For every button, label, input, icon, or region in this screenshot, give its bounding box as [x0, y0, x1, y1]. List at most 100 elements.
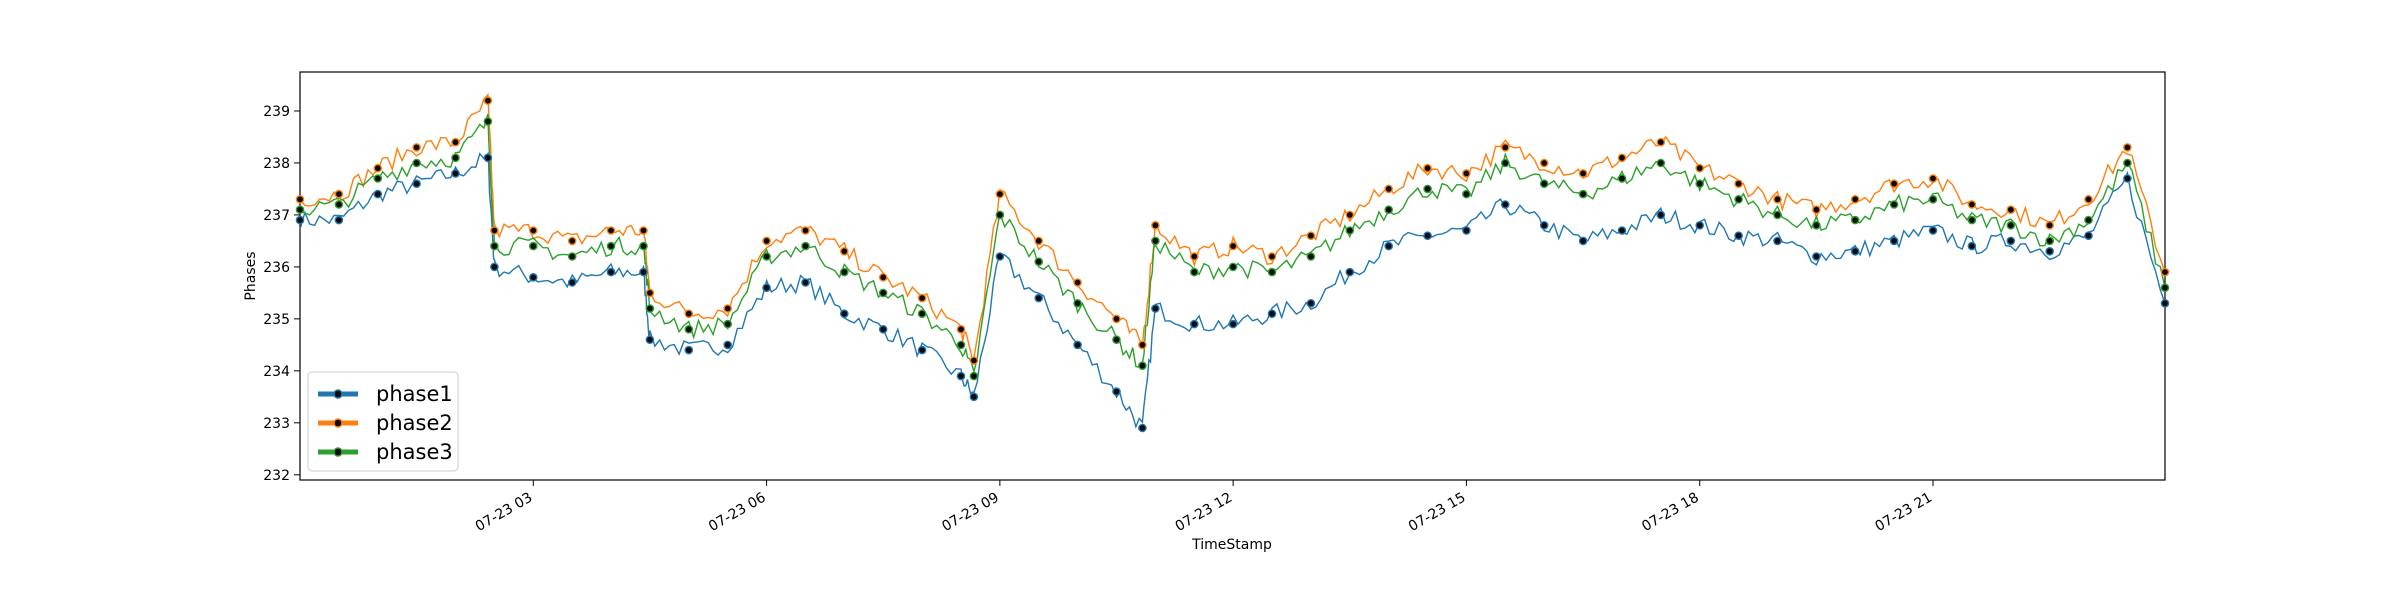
data-point-phase1 [1578, 236, 1588, 246]
legend-marker-phase1 [333, 389, 343, 399]
data-point-phase1 [1889, 236, 1899, 246]
data-point-phase1 [1617, 226, 1627, 235]
y-tick-label: 238 [263, 156, 290, 172]
data-point-phase2 [1138, 340, 1147, 350]
data-point-phase2 [1695, 163, 1704, 173]
data-point-phase2 [490, 226, 499, 235]
data-point-phase1 [2123, 174, 2132, 183]
data-point-phase1 [412, 179, 421, 188]
data-point-phase2 [373, 163, 383, 173]
data-point-phase3 [645, 304, 655, 313]
x-tick-label: 07-23 15 [1406, 490, 1469, 535]
data-point-phase1 [878, 324, 888, 334]
data-point-phase3 [969, 371, 979, 381]
data-point-phase2 [334, 189, 344, 199]
data-point-phase3 [1138, 361, 1147, 371]
data-point-phase3 [1190, 267, 1199, 277]
y-axis: 232 233 234 235 236 237 238 239 [263, 104, 300, 484]
data-point-phase1 [684, 345, 694, 355]
data-point-phase3 [567, 252, 577, 261]
data-point-phase3 [1967, 215, 1977, 225]
data-point-phase2 [878, 272, 888, 282]
data-point-phase3 [1112, 335, 1121, 345]
data-point-phase1 [639, 267, 648, 277]
data-point-phase1 [969, 392, 979, 402]
data-point-phase1 [1073, 340, 1082, 350]
data-point-phase2 [1578, 169, 1588, 178]
marker-layer [295, 96, 2170, 433]
data-point-phase3 [801, 241, 810, 251]
data-point-phase1 [1773, 236, 1782, 246]
data-point-phase2 [2006, 205, 2016, 214]
data-point-phase2 [2160, 267, 2170, 277]
data-point-phase3 [1034, 257, 1043, 267]
data-point-phase2 [969, 356, 979, 365]
data-point-phase2 [1345, 210, 1355, 220]
data-point-phase2 [1734, 179, 1743, 188]
data-point-phase1 [1501, 200, 1510, 209]
data-point-phase1 [606, 267, 616, 277]
data-point-phase1 [373, 189, 383, 199]
x-tick-label: 07-23 21 [1872, 490, 1935, 535]
data-point-phase2 [1423, 163, 1432, 173]
data-point-phase2 [1812, 205, 1821, 214]
data-point-phase3 [2045, 236, 2054, 246]
data-point-phase1 [1190, 319, 1199, 329]
data-point-phase1 [1695, 220, 1704, 230]
x-tick-label: 07-23 18 [1639, 490, 1702, 535]
data-point-phase3 [956, 340, 966, 350]
data-point-phase3 [1889, 200, 1899, 209]
data-point-phase3 [1734, 194, 1743, 204]
data-point-phase2 [1501, 143, 1510, 152]
data-point-phase3 [1812, 220, 1821, 230]
data-point-phase3 [762, 252, 771, 261]
data-point-phase1 [1423, 231, 1432, 240]
data-point-phase3 [295, 205, 305, 214]
data-point-phase1 [1267, 309, 1277, 319]
data-point-phase1 [2006, 236, 2016, 246]
data-point-phase1 [1138, 423, 1147, 433]
data-point-phase2 [483, 96, 493, 105]
data-point-phase2 [1151, 220, 1160, 230]
data-point-phase2 [645, 288, 655, 298]
data-point-phase1 [1345, 267, 1355, 277]
data-point-phase3 [917, 309, 927, 319]
data-point-phase2 [1773, 194, 1782, 204]
data-point-phase2 [1889, 179, 1899, 188]
data-point-phase2 [723, 304, 733, 313]
data-point-phase3 [451, 153, 460, 163]
y-tick-label: 233 [263, 416, 290, 432]
data-point-phase3 [1695, 179, 1704, 188]
data-point-phase2 [1928, 174, 1938, 183]
legend-label-phase2: phase2 [376, 411, 453, 435]
data-point-phase2 [1073, 278, 1082, 287]
legend-marker-phase3 [333, 447, 343, 457]
data-point-phase1 [1967, 241, 1977, 251]
data-point-phase3 [684, 324, 694, 334]
data-point-phase2 [567, 236, 577, 246]
data-point-phase1 [1812, 252, 1821, 261]
data-point-phase3 [334, 200, 344, 209]
data-point-phase2 [529, 226, 538, 235]
data-point-phase1 [1306, 298, 1316, 308]
legend-marker-phase2 [333, 418, 343, 428]
data-point-phase1 [995, 252, 1005, 261]
data-point-phase1 [2160, 298, 2170, 308]
data-point-phase1 [956, 371, 966, 381]
data-point-phase2 [1306, 231, 1316, 240]
data-point-phase2 [2123, 143, 2132, 152]
data-point-phase2 [2045, 220, 2054, 230]
data-point-phase3 [2084, 215, 2093, 225]
x-tick-label: 07-23 09 [939, 490, 1002, 535]
data-point-phase1 [917, 345, 927, 355]
data-point-phase2 [295, 194, 305, 204]
y-tick-label: 239 [263, 104, 290, 120]
data-point-phase3 [1423, 184, 1432, 194]
data-point-phase1 [1850, 246, 1860, 256]
data-point-phase3 [1850, 215, 1860, 225]
y-tick-label: 232 [263, 468, 290, 484]
data-point-phase3 [606, 241, 616, 251]
data-point-phase3 [723, 319, 733, 329]
